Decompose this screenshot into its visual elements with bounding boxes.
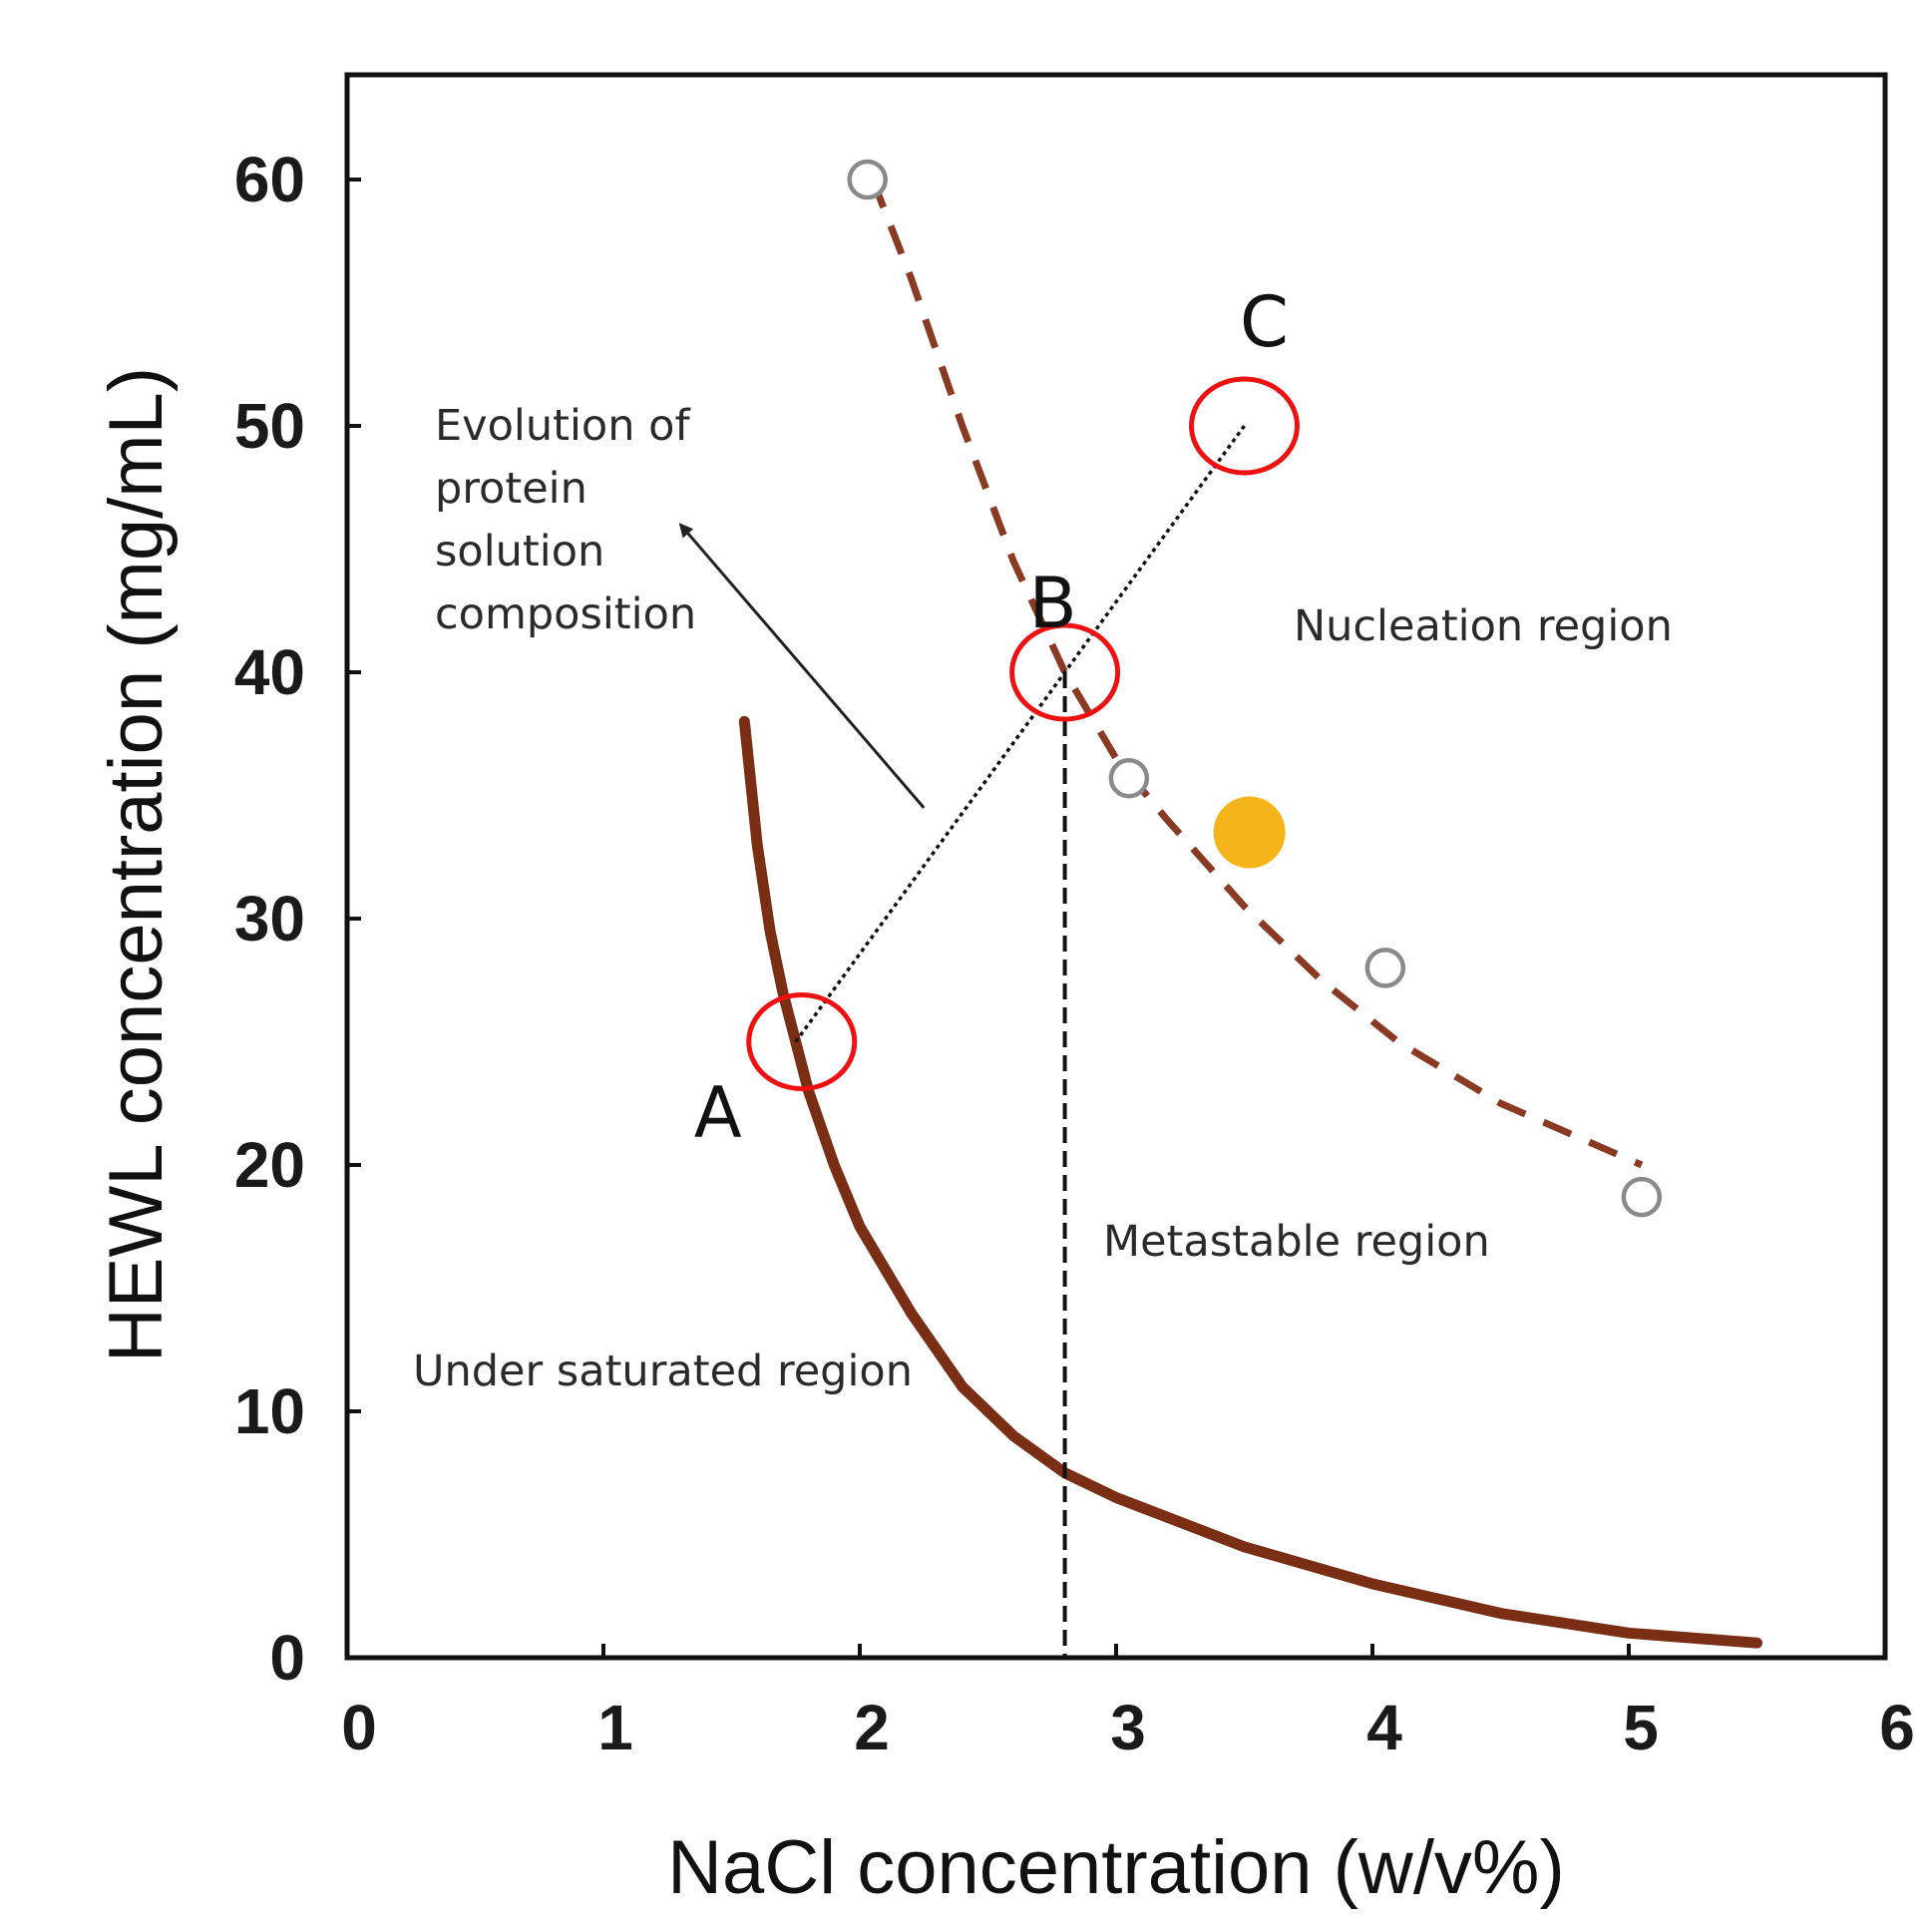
x-axis-ticks: 0 1 2 3 4 5 6 <box>341 1644 1915 1763</box>
y-tick-label: 10 <box>234 1375 305 1447</box>
x-tick-label: 0 <box>341 1692 377 1763</box>
evolution-region-label: Evolution of protein solution composition <box>435 401 696 639</box>
point-c-label: C <box>1240 281 1289 363</box>
y-axis-title: HEWL concentration (mg/mL) <box>94 367 179 1362</box>
x-tick-label: 5 <box>1623 1692 1659 1763</box>
metastable-region-label: Metastable region <box>1103 1217 1490 1267</box>
evolution-label-line: Evolution of <box>435 401 690 451</box>
undersaturated-label-line: Under saturated region <box>413 1347 913 1396</box>
open-data-point <box>1621 1176 1663 1218</box>
open-data-point <box>1364 948 1406 988</box>
point-c-marker <box>1189 376 1300 476</box>
open-data-point <box>1108 757 1150 799</box>
point-b-marker <box>1009 622 1121 722</box>
point-b-label: B <box>1029 563 1077 644</box>
x-tick-label: 3 <box>1110 1692 1146 1763</box>
y-tick-label: 60 <box>234 144 305 215</box>
evolution-arrow <box>678 523 926 809</box>
point-a-marker <box>746 992 858 1091</box>
point-a-label: A <box>694 1072 742 1154</box>
evolution-label-line: solution <box>435 527 604 577</box>
y-tick-label: 30 <box>234 883 305 955</box>
nucleation-region-label: Nucleation region <box>1294 601 1673 651</box>
annotation-layer: Evolution of protein solution composition Nu… <box>413 401 1673 1396</box>
x-tick-label: 4 <box>1366 1692 1402 1763</box>
evolution-label-line: protein <box>435 464 587 514</box>
x-tick-label: 6 <box>1879 1692 1915 1763</box>
plot-frame <box>344 72 1888 1661</box>
y-axis-ticks: 0 10 20 30 40 50 60 <box>234 144 361 1694</box>
solubility-curve <box>738 715 1762 1649</box>
y-tick-label: 50 <box>234 390 305 462</box>
metastable-label-line: Metastable region <box>1103 1217 1490 1267</box>
y-tick-label: 0 <box>269 1622 305 1694</box>
y-tick-label: 40 <box>234 636 305 708</box>
nucleation-label-line: Nucleation region <box>1294 601 1673 651</box>
open-data-point <box>847 159 888 200</box>
x-axis-title: NaCl concentration (w/v%) <box>667 1825 1565 1910</box>
x-tick-label: 2 <box>854 1692 890 1763</box>
marks-layer: A B C <box>694 159 1663 1218</box>
x-tick-label: 1 <box>597 1692 633 1763</box>
undersaturated-region-label: Under saturated region <box>413 1347 913 1396</box>
highlighted-data-point <box>1213 796 1286 869</box>
y-tick-label: 20 <box>234 1129 305 1201</box>
evolution-label-line: composition <box>435 589 696 639</box>
